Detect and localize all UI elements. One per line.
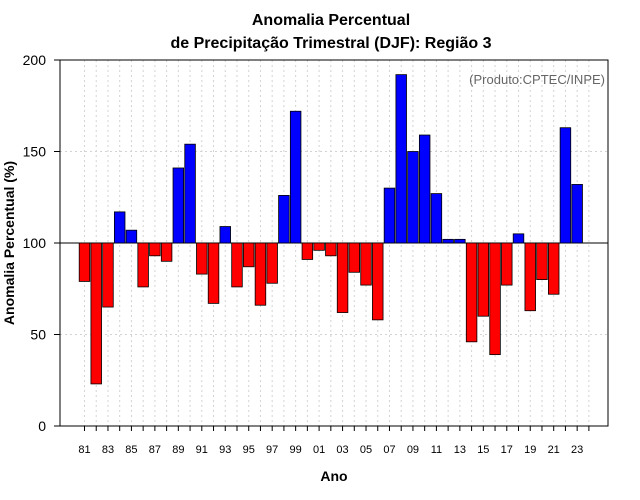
bar [407, 151, 419, 244]
x-tick-label: 89 [172, 444, 184, 456]
grid [60, 60, 608, 426]
x-tick-label: 05 [360, 444, 372, 456]
bar [336, 242, 349, 313]
bar [559, 127, 572, 244]
x-tick-label: 81 [78, 444, 90, 456]
x-tick-label: 07 [383, 444, 395, 456]
y-tick-label: 50 [30, 327, 46, 343]
bar [524, 242, 536, 312]
bar [325, 242, 337, 257]
bar [301, 242, 314, 260]
bar [102, 242, 114, 308]
bar [442, 238, 454, 244]
bar [313, 242, 325, 251]
bar [501, 242, 513, 286]
bar [489, 242, 501, 356]
bar [254, 242, 267, 306]
y-axis-title: Anomalia Percentual (%) [1, 161, 17, 325]
x-tick-label: 09 [407, 444, 419, 456]
bar [289, 110, 302, 244]
bar [266, 242, 278, 284]
bar [278, 195, 290, 244]
bar [430, 193, 443, 244]
x-tick-label: 21 [548, 444, 560, 456]
bar [454, 238, 466, 244]
bar [149, 242, 161, 257]
bar [231, 242, 243, 288]
x-tick-label: 15 [477, 444, 489, 456]
bar [360, 242, 372, 286]
bar [383, 187, 396, 244]
x-tick-label: 19 [524, 444, 536, 456]
bar [536, 242, 548, 280]
bar [160, 242, 173, 262]
x-tick-label: 13 [454, 444, 466, 456]
bars [78, 74, 583, 385]
x-tick-label: 93 [219, 444, 231, 456]
chart-title: Anomalia Percentual [252, 12, 410, 29]
y-tick-label: 0 [38, 418, 46, 434]
bar [465, 242, 478, 343]
y-tick-label: 200 [23, 52, 47, 68]
bar [418, 134, 431, 244]
x-tick-label: 87 [149, 444, 161, 456]
bar [243, 242, 255, 268]
x-tick-label: 85 [125, 444, 137, 456]
x-tick-label: 83 [102, 444, 114, 456]
bar [477, 242, 490, 317]
bar [172, 167, 185, 244]
x-tick-label: 11 [431, 444, 442, 456]
x-tick-label: 23 [571, 444, 583, 456]
bar [372, 242, 384, 321]
bar [219, 226, 231, 244]
bar [196, 242, 208, 275]
y-tick-label: 150 [23, 144, 47, 160]
bar [348, 242, 360, 273]
bar [395, 74, 407, 244]
bar [571, 184, 583, 244]
x-tick-label: 17 [501, 444, 513, 456]
bar [512, 233, 525, 244]
x-axis: 81 83 85 87 89 91 93 95 97 99 01 03 05 07 09 11 13 15 17 19… [78, 426, 590, 456]
bar [548, 242, 560, 295]
x-tick-label: 01 [313, 444, 325, 456]
x-tick-label: 91 [196, 444, 208, 456]
bar [184, 143, 196, 244]
y-axis: 0 50 100 150 200 [23, 52, 60, 434]
y-tick-label: 100 [23, 235, 47, 251]
x-axis-title: Ano [320, 468, 347, 484]
bar [125, 229, 138, 244]
bar [113, 211, 126, 244]
bar [78, 242, 91, 282]
x-tick-label: 03 [336, 444, 348, 456]
bar [90, 242, 102, 385]
x-tick-label: 97 [266, 444, 278, 456]
x-tick-label: 95 [243, 444, 255, 456]
source-annotation: (Produto:CPTEC/INPE) [469, 72, 605, 87]
bar [207, 242, 220, 304]
x-tick-label: 99 [290, 444, 302, 456]
chart-subtitle: de Precipitação Trimestral (DJF): Região… [171, 35, 492, 52]
bar [137, 242, 149, 288]
